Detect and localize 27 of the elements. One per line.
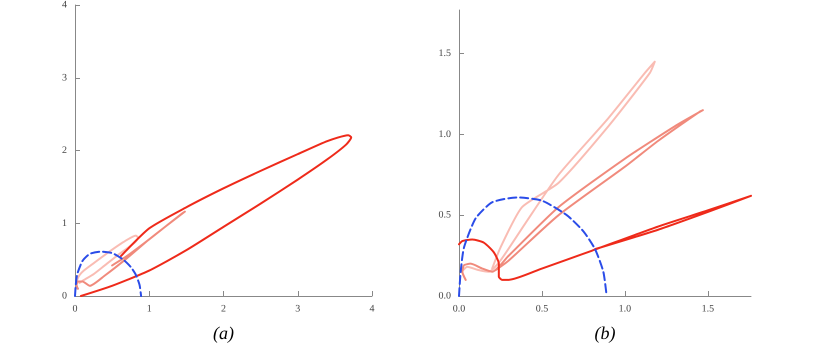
line-series <box>75 234 140 290</box>
x-axis-title: (b) <box>594 323 616 343</box>
x-tick-label: 0.0 <box>452 304 466 314</box>
y-tick-label: 2 <box>62 145 67 156</box>
x-axis-title: (a) <box>213 323 234 343</box>
x-tick-label: 0 <box>72 304 78 314</box>
x-tick-label: 1.5 <box>702 304 714 314</box>
x-tick-label: 2 <box>221 304 226 314</box>
x-tick-label: 4 <box>370 304 374 314</box>
y-tick-label: 1 <box>62 218 67 229</box>
line-series <box>80 134 352 297</box>
y-tick-label: 0 <box>62 290 67 302</box>
y-tick-label: 0.0 <box>438 290 451 302</box>
line-series <box>75 210 186 290</box>
x-tick-label: 1 <box>146 304 152 314</box>
x-tick-label: 1.0 <box>618 304 632 314</box>
y-tick-label: 1.0 <box>438 128 451 140</box>
y-tick-label: 4 <box>62 0 67 10</box>
line-series <box>458 194 752 281</box>
line-series <box>74 250 142 297</box>
line-series <box>461 109 704 281</box>
line-series <box>458 196 608 297</box>
y-tick-label: 3 <box>62 72 67 84</box>
x-tick-label: 3 <box>295 304 300 314</box>
x-tick-label: 0.5 <box>536 304 548 314</box>
y-tick-label: 0.5 <box>438 210 451 221</box>
y-tick-label: 1.5 <box>438 48 451 60</box>
